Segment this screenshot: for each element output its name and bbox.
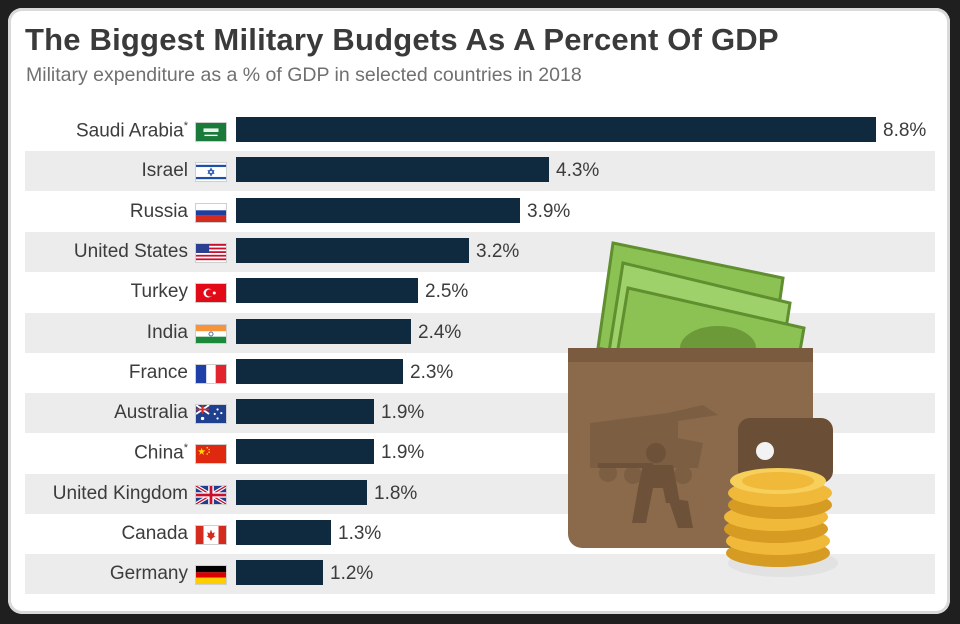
infographic-card: The Biggest Military Budgets As A Percen… <box>8 8 950 614</box>
value-label: 3.2% <box>476 240 520 262</box>
value-label: 4.3% <box>556 160 600 182</box>
category-label: India <box>146 321 188 343</box>
bar-row: Russia 3.9% <box>25 192 935 232</box>
coin-stack-icon <box>724 468 838 577</box>
bar <box>236 520 331 545</box>
footnote-mark: * <box>183 442 188 455</box>
bar-row: Saudi Arabia* 8.8% <box>25 111 935 151</box>
value-label: 1.8% <box>374 482 418 504</box>
bar-row: Canada 1.3% <box>25 514 935 554</box>
value-label: 2.5% <box>425 281 469 303</box>
chart-title: The Biggest Military Budgets As A Percen… <box>25 22 779 57</box>
bar-row: United States 3.2% <box>25 231 935 272</box>
value-label: 2.4% <box>418 321 462 343</box>
category-label: Australia <box>114 402 188 424</box>
bar-row: Israel 4.3% <box>25 151 935 192</box>
bar <box>236 399 374 425</box>
category-label: China* <box>134 442 188 464</box>
saudi-arabia-flag-icon <box>195 122 227 142</box>
bar-row: Turkey 2.5% <box>25 272 935 312</box>
category-label: France <box>128 361 188 383</box>
bar <box>236 560 323 586</box>
canada-flag-icon <box>195 525 227 545</box>
value-label: 2.3% <box>410 361 454 383</box>
value-label: 1.9% <box>381 442 425 464</box>
value-label: 1.9% <box>381 402 425 424</box>
russia-flag-icon <box>195 202 227 223</box>
bar-row: China* 1.9% <box>25 433 935 473</box>
bar-row: France 2.3% <box>25 353 935 393</box>
india-flag-icon <box>195 323 227 344</box>
bar <box>236 479 367 505</box>
category-label: Germany <box>109 563 188 585</box>
germany-flag-icon <box>195 565 227 586</box>
wallet-with-cash-and-coins-icon <box>568 241 838 577</box>
category-label: Israel <box>141 160 188 182</box>
bar <box>236 237 469 263</box>
chart-subtitle: Military expenditure as a % of GDP in se… <box>26 64 582 86</box>
category-label: Russia <box>129 200 188 222</box>
value-label: 1.2% <box>330 563 374 585</box>
bar <box>236 278 418 304</box>
category-label: United States <box>73 240 188 262</box>
turkey-flag-icon <box>195 283 227 304</box>
bar <box>236 117 876 142</box>
china-flag-icon <box>195 444 227 465</box>
bar <box>236 318 411 344</box>
united-kingdom-flag-icon <box>195 484 227 505</box>
israel-flag-icon <box>195 162 227 183</box>
australia-flag-icon <box>195 404 227 425</box>
value-label: 8.8% <box>883 120 927 141</box>
united-states-flag-icon <box>195 242 227 263</box>
france-flag-icon <box>195 363 227 384</box>
category-label: Canada <box>121 523 188 544</box>
category-label: United Kingdom <box>52 482 188 504</box>
value-label: 1.3% <box>338 523 382 544</box>
category-label: Turkey <box>130 281 188 303</box>
value-label: 3.9% <box>527 200 571 222</box>
bar <box>236 157 549 183</box>
category-label: Saudi Arabia* <box>75 120 188 142</box>
footnote-mark: * <box>183 120 188 132</box>
bar <box>236 197 520 223</box>
bar <box>236 439 374 465</box>
bar <box>236 358 403 384</box>
